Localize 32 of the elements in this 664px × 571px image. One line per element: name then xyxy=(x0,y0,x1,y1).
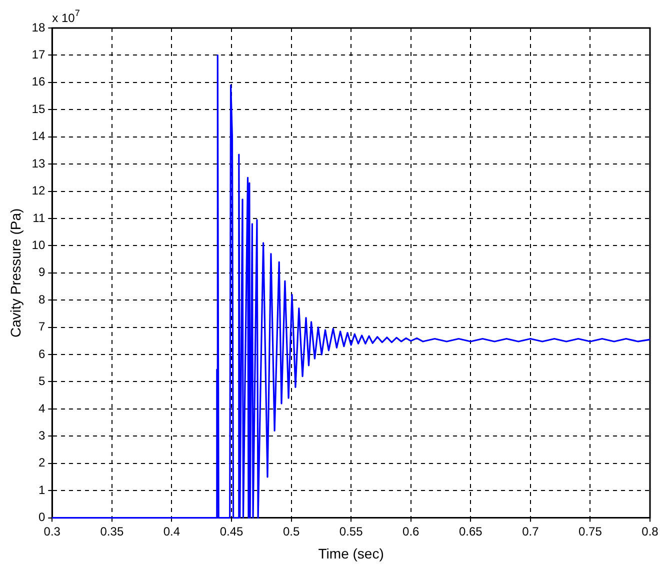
y-tick-label: 3 xyxy=(38,428,46,442)
y-tick-label: 6 xyxy=(38,346,46,361)
y-tick-label: 14 xyxy=(32,129,46,144)
y-tick-label: 11 xyxy=(32,210,46,225)
y-axis-title: Cavity Pressure (Pa) xyxy=(7,208,24,338)
y-tick-label: 4 xyxy=(38,401,46,416)
y-tick-label: 7 xyxy=(38,320,46,334)
y-tick-label: 12 xyxy=(32,184,46,198)
x-axis-title: Time (sec) xyxy=(318,545,384,562)
y-tick-label: 16 xyxy=(32,74,46,89)
y-tick-label: 8 xyxy=(38,292,46,306)
x-tick-label: 0.35 xyxy=(100,524,124,538)
x-tick-label: 0.7 xyxy=(522,524,540,538)
y-tick-label: 2 xyxy=(38,456,46,470)
y-tick-label: 13 xyxy=(32,156,46,170)
x-tick-label: 0.55 xyxy=(339,524,364,538)
y-tick-label: 18 xyxy=(32,20,46,34)
x-tick-label: 0.65 xyxy=(458,524,483,538)
x-tick-label: 0.3 xyxy=(44,524,61,538)
y-tick-label: 1 xyxy=(38,482,46,497)
x-tick-label: 0.8 xyxy=(642,524,659,538)
x-tick-label: 0.75 xyxy=(578,524,602,538)
x-tick-label: 0.6 xyxy=(402,524,420,538)
y-tick-label: 17 xyxy=(32,48,46,62)
y-tick-label: 10 xyxy=(32,238,46,252)
x-tick-label: 0.5 xyxy=(282,524,300,538)
x-tick-label: 0.4 xyxy=(163,524,180,538)
x-tick-label: 0.45 xyxy=(220,524,244,538)
y-tick-label: 15 xyxy=(32,102,46,116)
y-tick-label: 9 xyxy=(38,265,46,280)
y-tick-label: 0 xyxy=(38,510,46,524)
y-tick-label: 5 xyxy=(38,374,46,388)
